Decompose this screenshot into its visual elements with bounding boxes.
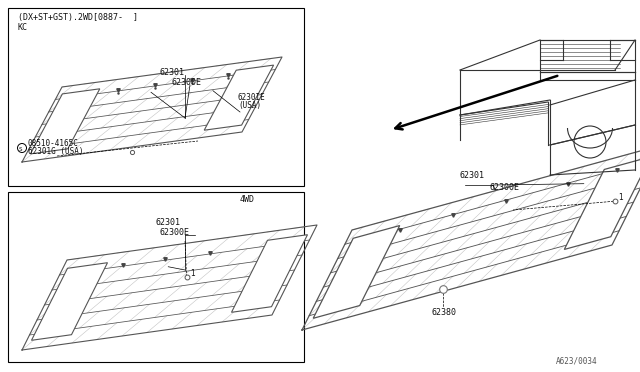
Text: 6230IE: 6230IE [238,93,266,102]
Text: 08510-4165C: 08510-4165C [28,139,79,148]
Text: 62301: 62301 [155,218,180,227]
Text: 1: 1 [618,193,623,202]
Text: 1: 1 [191,269,195,278]
Text: A623/0034: A623/0034 [556,356,598,365]
Text: 4WD: 4WD [240,195,255,204]
Polygon shape [31,263,108,340]
Text: (DX+ST+GST).2WD[0887-  ]: (DX+ST+GST).2WD[0887- ] [18,13,138,22]
Text: 62301: 62301 [160,68,185,77]
Text: 62380: 62380 [431,308,456,317]
Text: S: S [19,147,22,152]
Text: 62300E: 62300E [172,78,202,87]
Bar [8,8,304,186]
Text: 62300E: 62300E [490,183,520,192]
Text: KC: KC [18,23,28,32]
Bar [8,192,304,362]
Polygon shape [232,235,307,312]
Text: 62300E: 62300E [160,228,190,237]
Text: 62301G (USA): 62301G (USA) [28,147,83,156]
Text: (USA): (USA) [238,101,261,110]
Polygon shape [204,65,274,130]
Polygon shape [313,225,400,318]
Text: 62301: 62301 [460,171,485,180]
Polygon shape [564,157,640,250]
Polygon shape [31,89,100,154]
